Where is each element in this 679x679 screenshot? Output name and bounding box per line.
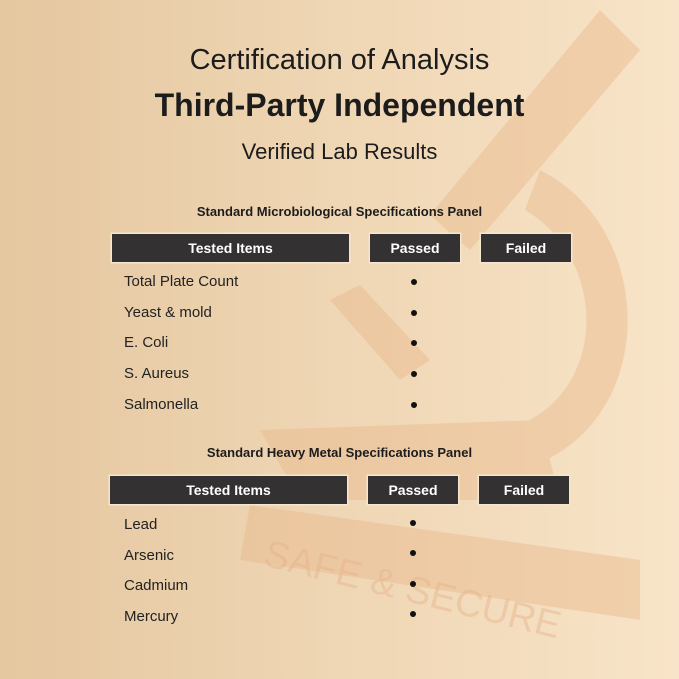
panel-title-microbiological: Standard Microbiological Specifications … xyxy=(196,204,483,219)
title-line-2: Third-Party Independent xyxy=(154,87,525,123)
passed-dot-icon xyxy=(410,581,416,587)
table-row-item: Mercury xyxy=(124,608,179,625)
passed-dot-icon xyxy=(410,550,416,556)
table-row-item: Yeast & mold xyxy=(124,304,212,321)
table-row-item: Lead xyxy=(124,516,158,533)
column-header-failed: Failed xyxy=(481,234,571,262)
passed-dot-icon xyxy=(411,371,417,377)
table-row-item: Arsenic xyxy=(124,547,175,564)
table-row-item: E. Coli xyxy=(124,334,169,351)
column-header-passed: Passed xyxy=(368,476,458,504)
title-line-1: Certification of Analysis xyxy=(189,44,490,76)
column-header-failed: Failed xyxy=(479,476,569,504)
table-row-item: Cadmium xyxy=(124,577,189,594)
table-row-item: Salmonella xyxy=(124,396,199,413)
column-header-tested-items: Tested Items xyxy=(112,234,349,262)
passed-dot-icon xyxy=(410,520,416,526)
subtitle: Verified Lab Results xyxy=(241,139,438,164)
passed-dot-icon xyxy=(411,279,417,285)
passed-dot-icon xyxy=(411,402,417,408)
column-header-tested-items: Tested Items xyxy=(110,476,347,504)
passed-dot-icon xyxy=(410,611,416,617)
passed-dot-icon xyxy=(411,310,417,316)
column-header-passed: Passed xyxy=(370,234,460,262)
table-row-item: S. Aureus xyxy=(124,365,190,382)
passed-dot-icon xyxy=(411,340,417,346)
panel-title-heavy-metal: Standard Heavy Metal Specifications Pane… xyxy=(206,445,473,460)
table-row-item: Total Plate Count xyxy=(124,273,239,290)
